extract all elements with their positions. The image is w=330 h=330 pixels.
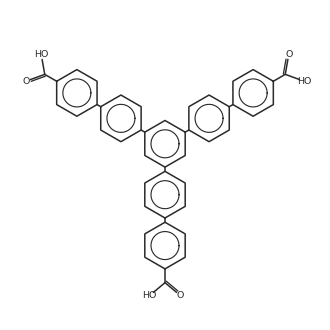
Text: HO: HO xyxy=(34,50,49,59)
Text: O: O xyxy=(285,50,292,59)
Text: O: O xyxy=(22,77,30,86)
Text: HO: HO xyxy=(297,77,311,86)
Text: O: O xyxy=(177,291,184,300)
Text: HO: HO xyxy=(143,291,157,300)
